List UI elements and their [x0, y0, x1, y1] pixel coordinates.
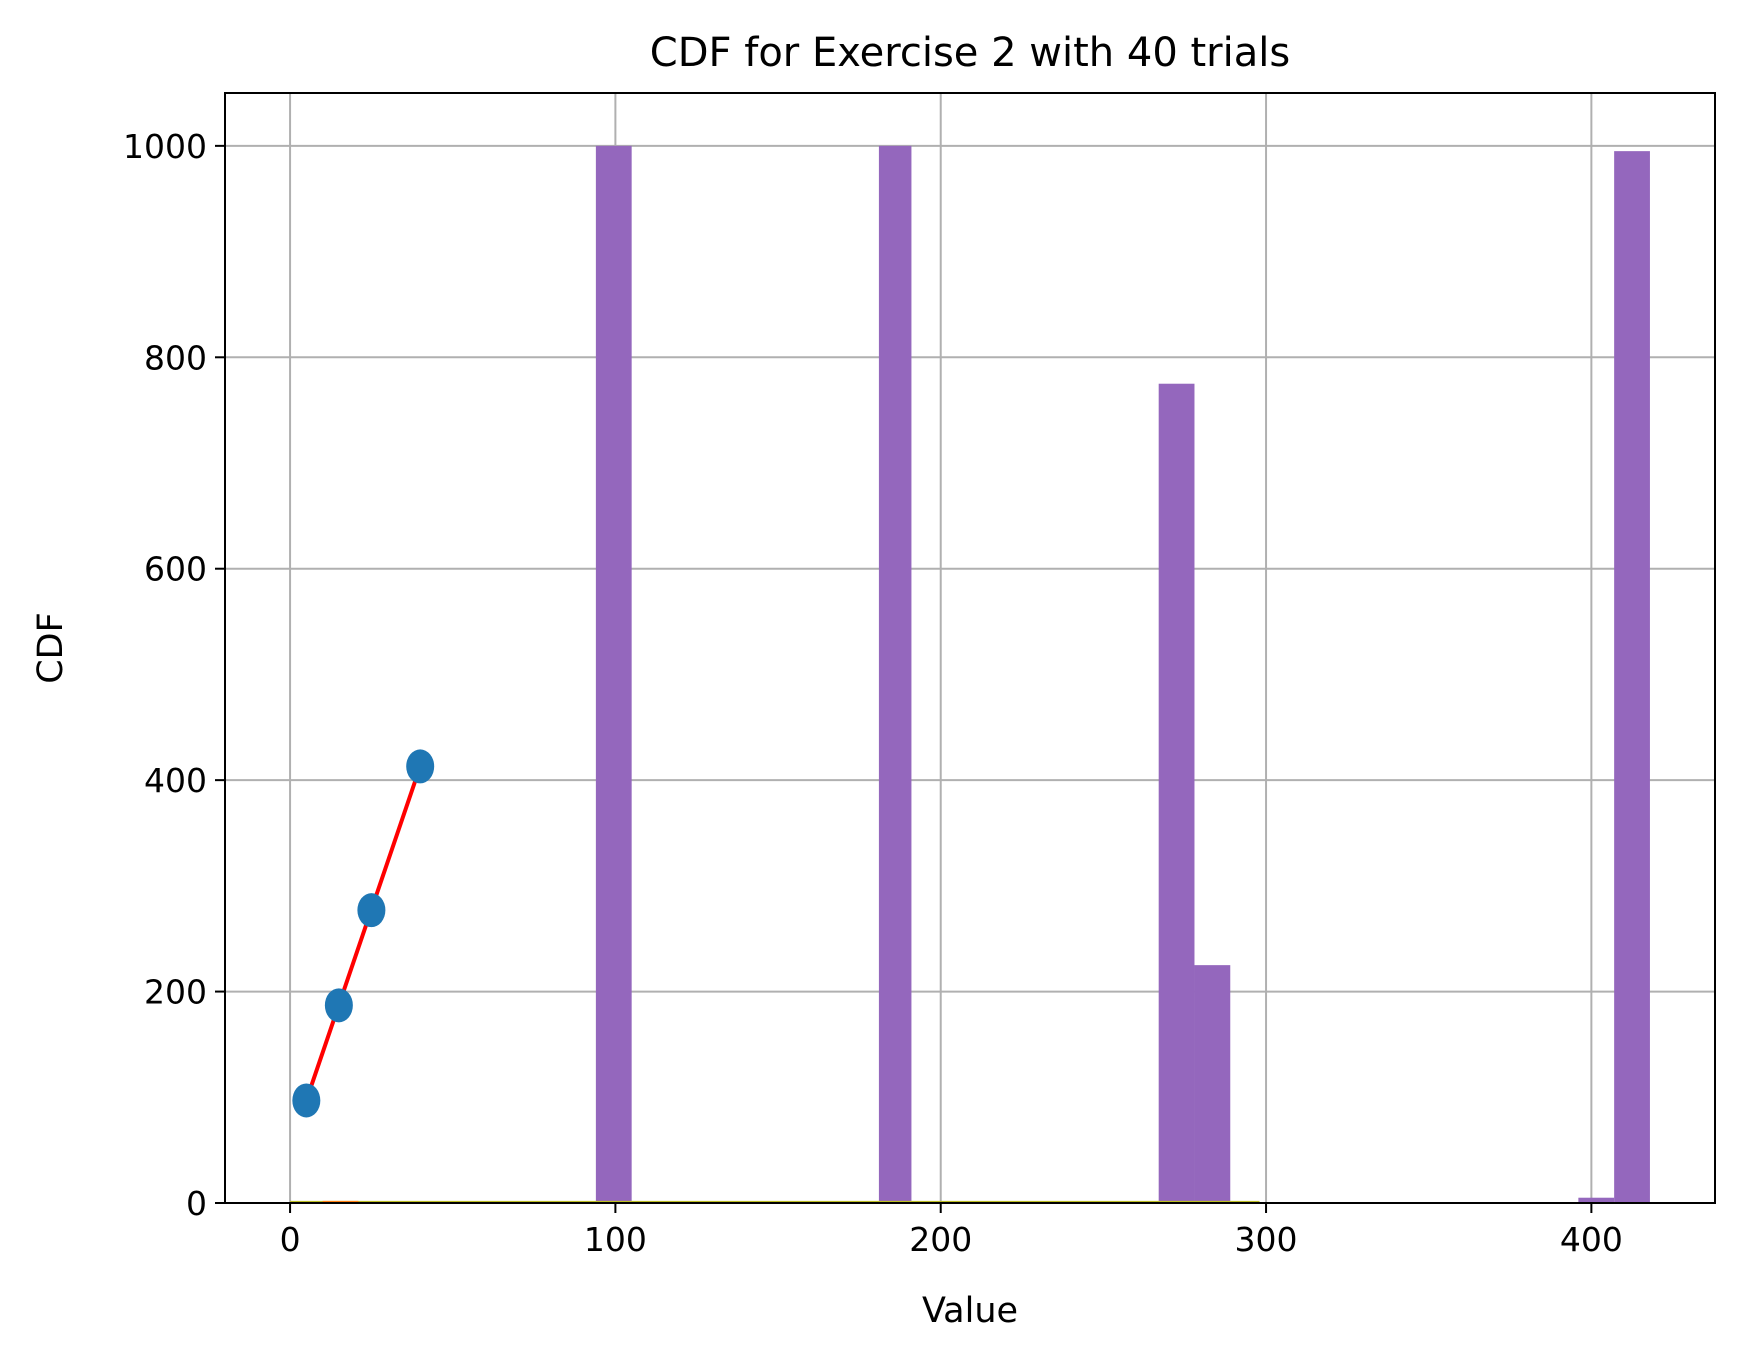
x-tick-label: 0 — [280, 1220, 301, 1259]
y-tick-label: 1000 — [123, 127, 207, 166]
histogram-bar — [1194, 965, 1231, 1203]
x-tick-label: 400 — [1560, 1220, 1623, 1259]
y-tick-label: 800 — [144, 338, 207, 377]
y-tick-label: 400 — [144, 761, 207, 800]
histogram-bar — [1614, 151, 1650, 1204]
scatter-points — [292, 749, 435, 1118]
histogram-bar — [1158, 383, 1195, 1203]
scatter-point — [406, 749, 435, 784]
scatter-point — [324, 988, 353, 1023]
baseline-bar-orange — [322, 1200, 359, 1203]
y-tick-label: 600 — [144, 550, 207, 589]
histogram-bar — [595, 145, 632, 1203]
x-tick-label: 200 — [909, 1220, 972, 1259]
scatter-point — [357, 893, 386, 928]
y-tick-label: 200 — [144, 973, 207, 1012]
fit-line-path — [304, 765, 423, 1102]
x-axis-label: Value — [922, 1291, 1018, 1331]
baseline-segments — [290, 1200, 1260, 1203]
x-tick-label: 300 — [1235, 1220, 1298, 1259]
histogram-bar — [1578, 1197, 1615, 1203]
fit-line — [304, 765, 423, 1102]
chart-title: CDF for Exercise 2 with 40 trials — [650, 30, 1290, 76]
histogram-bar — [878, 145, 912, 1203]
axis-ticks: 0 100 200 300 400 0 200 400 600 800 1000 — [123, 127, 1623, 1259]
scatter-point — [292, 1083, 321, 1118]
baseline-bar-olive — [290, 1200, 1260, 1203]
x-tick-label: 100 — [584, 1220, 647, 1259]
y-tick-label: 0 — [186, 1184, 207, 1223]
histogram-bars — [595, 145, 1650, 1204]
y-axis-label: CDF — [31, 612, 71, 684]
plot-frame — [224, 92, 1716, 1204]
